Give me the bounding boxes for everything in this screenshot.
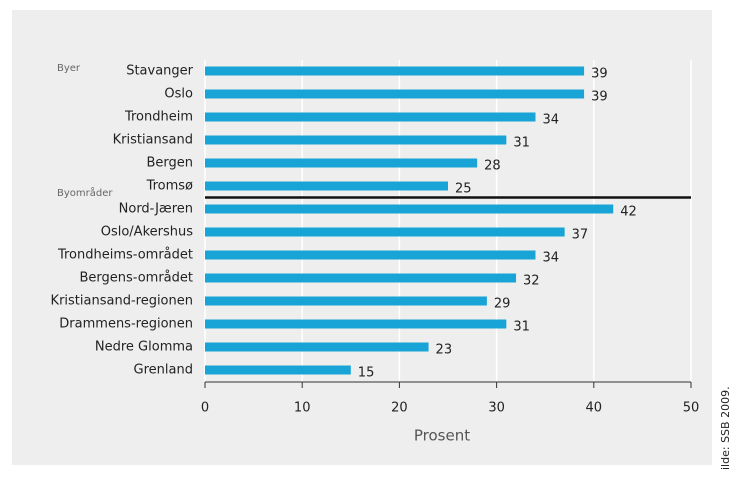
bar bbox=[205, 319, 507, 329]
bar bbox=[205, 204, 614, 214]
y-tick-label: Kristiansand bbox=[113, 133, 193, 148]
x-tick-label: 0 bbox=[201, 401, 209, 416]
value-label: 31 bbox=[513, 136, 530, 151]
x-tick-label: 40 bbox=[586, 401, 603, 416]
value-label: 23 bbox=[436, 343, 453, 358]
value-label: 29 bbox=[494, 297, 511, 312]
y-tick-label: Tromsø bbox=[146, 179, 193, 194]
value-label: 42 bbox=[620, 205, 637, 220]
y-tick-label: Stavanger bbox=[126, 64, 193, 79]
value-label: 25 bbox=[455, 182, 472, 197]
bar bbox=[205, 296, 487, 306]
source: ilde: SSB 2009. bbox=[719, 386, 732, 470]
bar bbox=[205, 112, 536, 122]
y-tick-label: Bergens-området bbox=[79, 271, 193, 286]
panel bbox=[12, 10, 712, 465]
group-label: Byområder bbox=[57, 186, 113, 199]
y-tick-label: Bergen bbox=[146, 156, 193, 171]
bar bbox=[205, 158, 478, 168]
bar bbox=[205, 181, 448, 191]
bar bbox=[205, 365, 351, 375]
bar bbox=[205, 250, 536, 260]
y-tick-label: Kristiansand-regionen bbox=[51, 294, 193, 309]
value-label: 34 bbox=[542, 251, 559, 266]
y-tick-label: Drammens-regionen bbox=[59, 317, 193, 332]
bar bbox=[205, 135, 507, 145]
bar bbox=[205, 89, 585, 99]
y-tick-label: Oslo/Akershus bbox=[101, 225, 194, 240]
value-label: 32 bbox=[523, 274, 540, 289]
y-tick-label: Nord-Jæren bbox=[119, 202, 193, 217]
bar bbox=[205, 273, 517, 283]
value-label: 34 bbox=[542, 113, 559, 128]
y-tick-label: Trondheims-området bbox=[57, 248, 193, 263]
y-tick-label: Trondheim bbox=[124, 110, 193, 125]
y-tick-label: Oslo bbox=[164, 87, 193, 102]
value-label: 39 bbox=[591, 90, 608, 105]
x-tick-label: 10 bbox=[294, 401, 311, 416]
value-label: 15 bbox=[358, 366, 375, 381]
x-tick-label: 20 bbox=[391, 401, 408, 416]
x-tick-label: 50 bbox=[683, 401, 700, 416]
x-axis-label: Prosent bbox=[414, 427, 470, 445]
y-tick-label: Grenland bbox=[134, 363, 193, 378]
value-label: 39 bbox=[591, 67, 608, 82]
group-label: Byer bbox=[57, 63, 81, 74]
y-tick-label: Nedre Glomma bbox=[95, 340, 193, 355]
value-label: 28 bbox=[484, 159, 501, 174]
bar bbox=[205, 66, 585, 76]
x-tick-label: 30 bbox=[488, 401, 505, 416]
bar bbox=[205, 342, 429, 352]
value-label: 31 bbox=[513, 320, 530, 335]
bar bbox=[205, 227, 565, 237]
value-label: 37 bbox=[572, 228, 589, 243]
